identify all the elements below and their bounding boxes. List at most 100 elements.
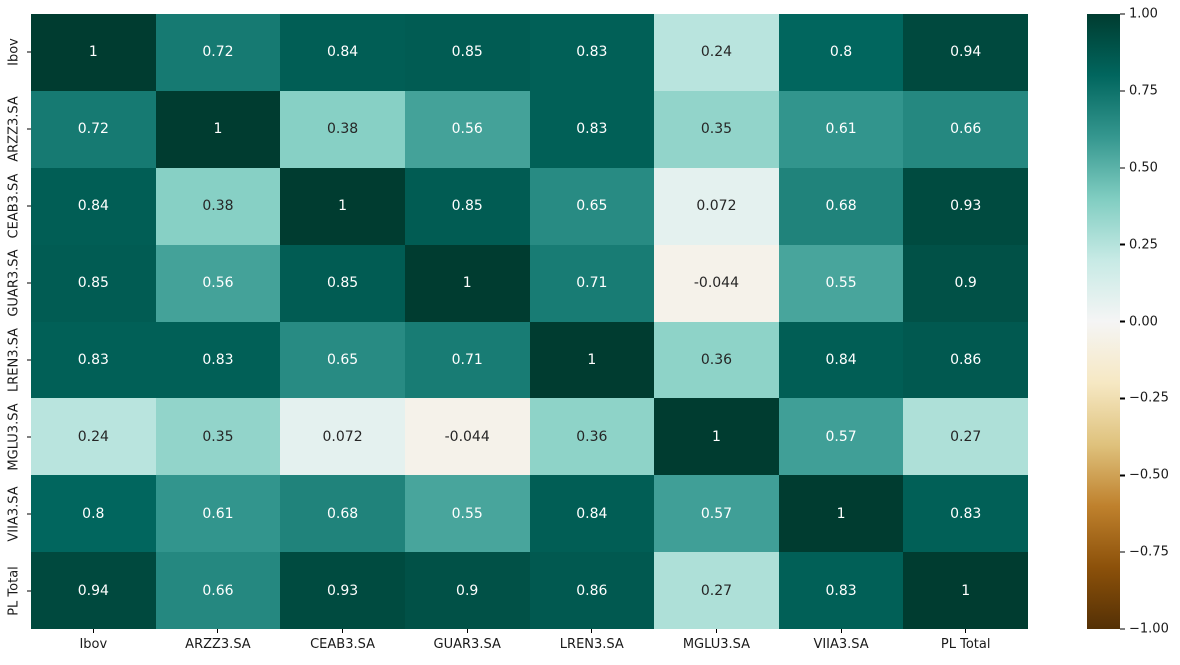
y-axis-row: MGLU3.SA <box>0 398 31 475</box>
heatmap-grid: 1 0.72 0.84 0.85 0.83 0.24 0.8 0.94 0.72 1 0.38 0.… <box>31 14 1028 629</box>
heatmap-cell: 0.35 <box>155 398 281 476</box>
heatmap-cell: 0.83 <box>903 475 1028 553</box>
heatmap-cell: 0.56 <box>404 90 530 168</box>
colorbar-tick: −0.25 <box>1120 391 1169 406</box>
x-tick-label: ARZZ3.SA <box>185 637 251 652</box>
y-axis-row: ARZZ3.SA <box>0 91 31 168</box>
tick-mark <box>92 629 94 633</box>
heatmap-cell: 1 <box>31 14 156 91</box>
x-axis: Ibov ARZZ3.SA CEAB3.SA GUAR3.SA LREN3.SA… <box>31 629 1028 663</box>
heatmap-cell: 0.56 <box>155 244 281 322</box>
heatmap-cell: 0.8 <box>31 475 156 553</box>
tick-mark <box>715 629 717 633</box>
colorbar-tick-label: −0.75 <box>1129 544 1169 560</box>
heatmap-cell: 0.66 <box>155 552 281 629</box>
heatmap-cell: 0.84 <box>31 167 156 245</box>
tick-mark <box>217 629 219 633</box>
heatmap-cell: 0.85 <box>31 244 156 322</box>
x-tick-label: MGLU3.SA <box>682 637 751 652</box>
heatmap-cell: 0.93 <box>280 552 405 629</box>
colorbar-tick: −1.00 <box>1120 622 1169 637</box>
heatmap-cell: 1 <box>778 475 904 553</box>
heatmap-cell: 1 <box>280 167 405 245</box>
heatmap-cell: 0.84 <box>529 475 655 553</box>
y-tick-label: VIIA3.SA <box>6 486 22 542</box>
tick-mark <box>27 205 31 207</box>
tick-mark <box>1120 13 1125 15</box>
tick-mark <box>27 282 31 284</box>
x-axis-col: CEAB3.SA <box>280 629 405 663</box>
heatmap-cell: 0.72 <box>155 14 281 91</box>
heatmap-cell: 1 <box>654 398 779 476</box>
heatmap-cell: 0.85 <box>404 14 530 91</box>
x-tick-label: LREN3.SA <box>559 637 624 652</box>
heatmap-cell: 1 <box>404 244 530 322</box>
y-tick-label: CEAB3.SA <box>6 173 22 239</box>
y-axis-row: Ibov <box>0 14 31 91</box>
x-tick-label: Ibov <box>79 637 108 652</box>
tick-mark <box>466 629 468 633</box>
y-axis: Ibov ARZZ3.SA CEAB3.SA GUAR3.SA LREN3.SA… <box>0 14 31 629</box>
colorbar-tick: 1.00 <box>1120 7 1158 22</box>
y-axis-row: LREN3.SA <box>0 322 31 399</box>
heatmap-cell: 0.36 <box>529 398 655 476</box>
tick-mark <box>27 590 31 592</box>
heatmap-cell: 1 <box>529 321 655 399</box>
heatmap-cell: 0.83 <box>155 321 281 399</box>
y-tick-label: LREN3.SA <box>6 327 22 392</box>
heatmap-cell: 0.57 <box>654 475 779 553</box>
heatmap-cell: 0.94 <box>903 14 1028 91</box>
tick-mark <box>1120 90 1125 92</box>
x-tick-label: CEAB3.SA <box>310 637 376 652</box>
heatmap-cell: 0.85 <box>404 167 530 245</box>
heatmap-cell: 1 <box>903 552 1028 629</box>
colorbar-tick: −0.50 <box>1120 468 1169 483</box>
colorbar-tick-label: 0.25 <box>1129 237 1158 253</box>
heatmap-cell: 0.68 <box>778 167 904 245</box>
heatmap-cell: 0.83 <box>778 552 904 629</box>
heatmap-cell: 0.84 <box>280 14 405 91</box>
heatmap-cell: 0.86 <box>529 552 655 629</box>
y-tick-label: GUAR3.SA <box>6 249 22 317</box>
heatmap-cell: 0.38 <box>155 167 281 245</box>
tick-mark <box>27 513 31 515</box>
heatmap-cell: 0.072 <box>654 167 779 245</box>
colorbar <box>1087 14 1120 629</box>
tick-mark <box>1120 628 1125 630</box>
x-axis-col: LREN3.SA <box>530 629 655 663</box>
tick-mark <box>1120 474 1125 476</box>
colorbar-tick-label: 0.50 <box>1129 160 1158 176</box>
heatmap-cell: 0.93 <box>903 167 1028 245</box>
tick-mark <box>27 128 31 130</box>
tick-mark <box>27 51 31 53</box>
tick-mark <box>1120 397 1125 400</box>
y-tick-label: MGLU3.SA <box>6 403 22 471</box>
heatmap-cell: 0.85 <box>280 244 405 322</box>
heatmap-cell: 0.94 <box>31 552 156 629</box>
heatmap-cell: 0.83 <box>31 321 156 399</box>
tick-mark <box>840 629 842 633</box>
y-axis-row: PL Total <box>0 552 31 629</box>
x-axis-col: MGLU3.SA <box>654 629 779 663</box>
y-axis-row: VIIA3.SA <box>0 475 31 552</box>
colorbar-tick-label: 0.00 <box>1129 314 1158 329</box>
tick-mark <box>1120 243 1125 246</box>
tick-mark <box>965 629 967 633</box>
heatmap-cell: 0.83 <box>529 14 655 91</box>
x-axis-col: Ibov <box>31 629 156 663</box>
colorbar-tick: 0.00 <box>1120 314 1158 329</box>
heatmap-cell: 0.86 <box>903 321 1028 399</box>
heatmap-cell: 0.84 <box>778 321 904 399</box>
y-tick-label: Ibov <box>6 38 22 67</box>
heatmap-cell: 0.61 <box>778 90 904 168</box>
x-axis-col: PL Total <box>903 629 1028 663</box>
heatmap-cell: 0.65 <box>280 321 405 399</box>
y-tick-label: ARZZ3.SA <box>6 96 22 163</box>
y-tick-label: PL Total <box>6 565 22 616</box>
x-tick-label: PL Total <box>940 637 991 652</box>
tick-mark <box>27 436 31 438</box>
heatmap-cell: 0.83 <box>529 90 655 168</box>
colorbar-tick-label: 1.00 <box>1129 6 1158 22</box>
tick-mark <box>27 359 31 361</box>
